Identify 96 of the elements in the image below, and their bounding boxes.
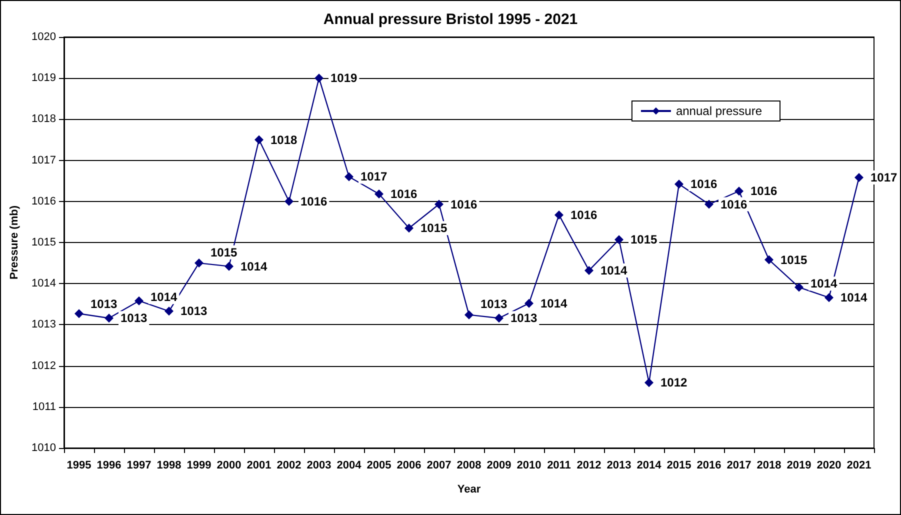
data-label: 1016 bbox=[570, 208, 598, 222]
x-axis-title: Year bbox=[457, 484, 482, 496]
data-label: 1017 bbox=[360, 170, 388, 184]
x-tick-label: 2007 bbox=[426, 460, 452, 472]
data-label: 1017 bbox=[870, 170, 898, 185]
x-tick-label: 2008 bbox=[456, 460, 482, 472]
x-tick-label: 1997 bbox=[126, 460, 152, 472]
x-tick-label: 2009 bbox=[486, 460, 512, 472]
data-label: 1016 bbox=[300, 194, 328, 208]
x-tick-label: 2013 bbox=[606, 460, 632, 472]
x-tick-label: 2015 bbox=[666, 460, 692, 472]
y-tick-label: 1019 bbox=[32, 72, 56, 84]
point bbox=[434, 200, 444, 209]
data-label: 1015 bbox=[780, 252, 808, 267]
point bbox=[704, 200, 714, 209]
y-tick-label: 1016 bbox=[32, 195, 56, 208]
x-tick-label: 2018 bbox=[756, 460, 782, 472]
y-tick-label: 1012 bbox=[32, 360, 56, 372]
x-tick-label: 2005 bbox=[366, 460, 392, 472]
point bbox=[104, 314, 114, 323]
point bbox=[254, 135, 264, 144]
point bbox=[74, 309, 84, 318]
x-tick-label: 2017 bbox=[726, 460, 752, 472]
y-tick-label: 1011 bbox=[32, 400, 56, 413]
point bbox=[494, 314, 504, 323]
data-label: 1015 bbox=[210, 245, 238, 260]
y-tick-label: 1018 bbox=[32, 113, 56, 126]
point bbox=[644, 378, 654, 388]
chart-title: Annual pressure Bristol 1995 - 2021 bbox=[323, 11, 578, 28]
point bbox=[584, 266, 594, 275]
data-label: 1014 bbox=[240, 259, 268, 274]
legend-label: annual pressure bbox=[676, 104, 762, 118]
x-tick-label: 2016 bbox=[696, 460, 722, 472]
point bbox=[194, 258, 204, 268]
data-label: 1013 bbox=[180, 304, 208, 318]
x-tick-label: 2010 bbox=[516, 460, 542, 472]
x-tick-label: 1995 bbox=[66, 460, 92, 472]
data-label: 1019 bbox=[330, 71, 358, 86]
data-label: 1014 bbox=[540, 296, 568, 310]
data-label: 1013 bbox=[90, 297, 118, 312]
data-label: 1015 bbox=[420, 221, 448, 236]
point bbox=[134, 296, 144, 306]
data-label: 1014 bbox=[150, 290, 178, 304]
data-label: 1016 bbox=[750, 184, 778, 198]
y-tick-label: 1015 bbox=[32, 236, 56, 248]
x-tick-label: 2000 bbox=[216, 460, 242, 472]
point bbox=[464, 310, 474, 320]
y-tick-label: 1020 bbox=[32, 31, 56, 43]
point bbox=[344, 172, 354, 182]
x-tick-label: 2019 bbox=[786, 460, 812, 472]
point bbox=[794, 282, 804, 292]
data-label: 1018 bbox=[270, 132, 298, 147]
point bbox=[224, 262, 234, 271]
y-tick-label: 1017 bbox=[32, 154, 56, 166]
point bbox=[554, 210, 564, 220]
point bbox=[734, 186, 744, 196]
x-tick-label: 2020 bbox=[816, 460, 842, 472]
point bbox=[374, 190, 384, 198]
data-label: 1013 bbox=[510, 311, 538, 326]
y-tick-label: 1013 bbox=[32, 318, 56, 331]
point bbox=[314, 74, 324, 83]
y-tick-label: 1010 bbox=[32, 442, 56, 454]
x-tick-label: 2011 bbox=[547, 460, 571, 472]
y-tick-label: 1014 bbox=[32, 278, 56, 290]
x-tick-label: 1996 bbox=[96, 460, 122, 472]
data-label: 1012 bbox=[660, 376, 688, 390]
x-tick-label: 1999 bbox=[186, 460, 212, 472]
data-label: 1015 bbox=[630, 232, 658, 247]
data-label: 1013 bbox=[120, 311, 148, 326]
point bbox=[614, 235, 624, 244]
data-label: 1016 bbox=[450, 197, 478, 212]
x-tick-label: 2012 bbox=[576, 460, 602, 472]
data-label: 1014 bbox=[600, 263, 628, 278]
point bbox=[164, 306, 174, 316]
data-label: 1016 bbox=[720, 197, 748, 212]
x-tick-label: 2002 bbox=[276, 460, 302, 472]
x-tick-label: 2001 bbox=[246, 460, 272, 472]
data-label: 1014 bbox=[810, 276, 838, 291]
x-tick-label: 2003 bbox=[306, 460, 332, 472]
point bbox=[524, 298, 534, 308]
point bbox=[854, 173, 864, 182]
x-tick-label: 2004 bbox=[336, 460, 362, 472]
point bbox=[764, 255, 774, 264]
point bbox=[824, 293, 834, 302]
point bbox=[284, 196, 294, 206]
data-label: 1013 bbox=[480, 297, 508, 312]
point bbox=[404, 224, 414, 233]
y-axis-title: Pressure (mb) bbox=[8, 205, 20, 280]
x-tick-label: 1998 bbox=[156, 460, 182, 472]
x-tick-label: 2006 bbox=[396, 460, 422, 472]
data-label: 1014 bbox=[840, 290, 868, 305]
x-tick-label: 2014 bbox=[636, 460, 662, 472]
x-tick-label: 2021 bbox=[846, 460, 872, 472]
data-label: 1016 bbox=[390, 187, 418, 201]
point bbox=[674, 180, 684, 189]
data-label: 1016 bbox=[690, 177, 718, 192]
